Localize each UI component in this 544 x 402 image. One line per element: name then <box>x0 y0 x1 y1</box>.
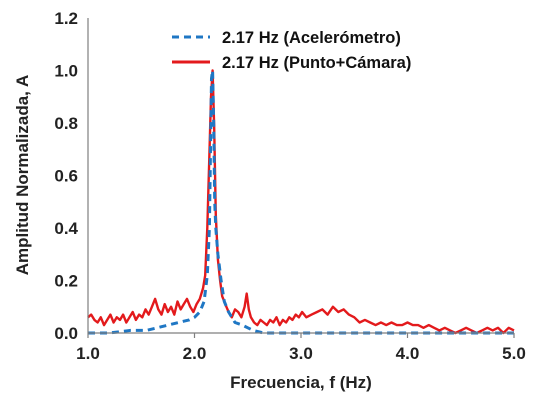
x-tick-label: 1.0 <box>76 344 100 363</box>
y-tick-label: 1.0 <box>54 62 78 81</box>
plot-lines <box>87 69 515 335</box>
y-tick-label: 0.6 <box>54 167 78 186</box>
y-axis-ticks: 0.0 0.2 0.4 0.6 0.8 1.0 1.2 <box>54 9 78 343</box>
y-tick-label: 0.4 <box>54 219 78 238</box>
series-line-acelerometro <box>88 69 514 335</box>
x-axis-title: Frecuencia, f (Hz) <box>230 373 372 392</box>
y-tick-label: 0.2 <box>54 272 78 291</box>
x-tick-label: 5.0 <box>502 344 526 363</box>
legend-label-acelerometro: 2.17 Hz (Acelerómetro) <box>222 29 401 47</box>
x-tick-label: 3.0 <box>289 344 313 363</box>
x-axis-ticks: 1.0 2.0 3.0 4.0 5.0 <box>76 333 526 363</box>
y-axis-title: Amplitud Normalizada, A <box>13 75 32 276</box>
legend: 2.17 Hz (Acelerómetro) 2.17 Hz (Punto+Cá… <box>172 29 411 72</box>
y-tick-label: 0.0 <box>54 324 78 343</box>
series-line-punto-camara <box>87 69 515 335</box>
x-tick-label: 2.0 <box>183 344 207 363</box>
x-tick-label: 4.0 <box>396 344 420 363</box>
y-tick-label: 1.2 <box>54 9 78 28</box>
y-tick-label: 0.8 <box>54 114 78 133</box>
legend-label-punto-camara: 2.17 Hz (Punto+Cámara) <box>222 54 411 72</box>
